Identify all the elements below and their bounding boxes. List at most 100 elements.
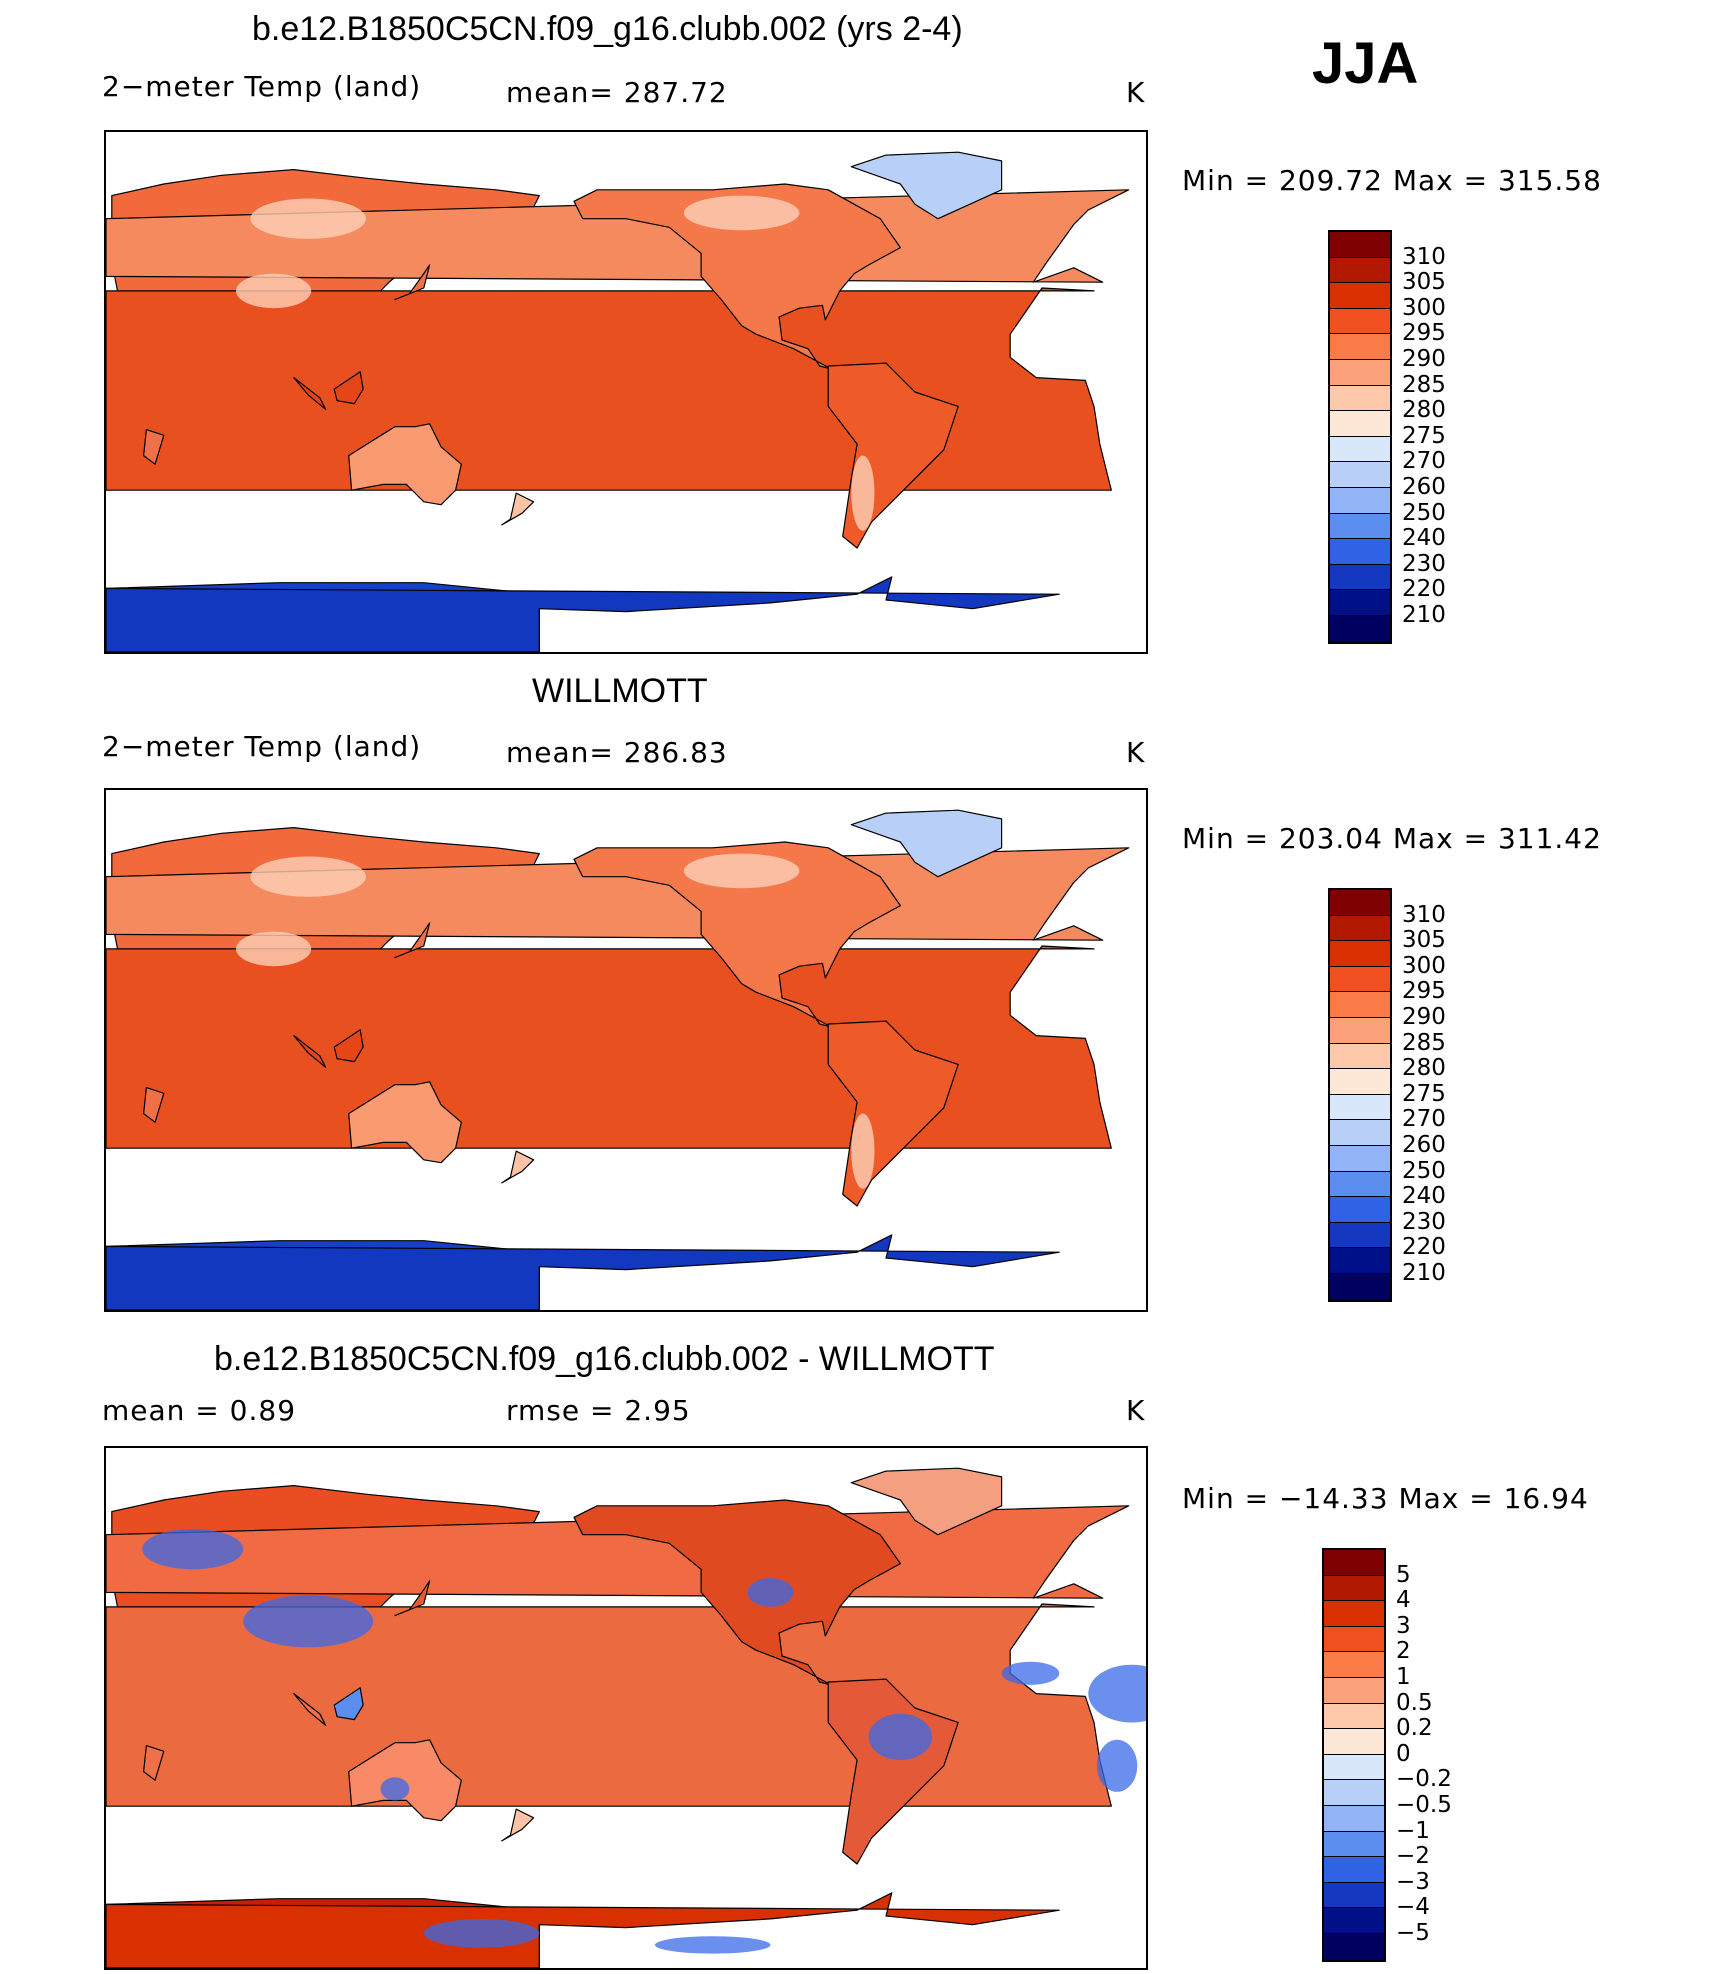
colorbar-swatch [1330, 539, 1390, 565]
map-obs-svg [106, 809, 1130, 1310]
colorbar-swatch [1330, 1069, 1390, 1095]
colorbar-swatch [1324, 1857, 1384, 1883]
colorbar-swatch [1324, 1908, 1384, 1934]
colorbar-swatch [1324, 1882, 1384, 1909]
colorbar-swatch [1330, 513, 1390, 540]
colorbar-swatch [1324, 1652, 1384, 1678]
colorbar-tick-label: 295 [1402, 978, 1446, 1005]
colorbar-tick-label: −1 [1396, 1817, 1430, 1844]
colorbar-tick-label: 295 [1402, 320, 1446, 347]
land-obs [106, 809, 1130, 1310]
landmass-afrwest [106, 287, 1112, 491]
cold-bias-region [1096, 1739, 1138, 1792]
colorbar-tick-label: 250 [1402, 1157, 1446, 1184]
colorbar-swatch [1324, 1601, 1384, 1627]
colorbar-swatch [1330, 462, 1390, 488]
landmass-nz [501, 1150, 535, 1184]
colorbar-swatch [1330, 1120, 1390, 1146]
colorbar-tick-label: 290 [1402, 1004, 1446, 1030]
colorbar-diff: 5 4 3 2 1 0.5 0.2 0 −0.2 −0.5 −1 −2 −3 −4 −5 [1322, 1548, 1452, 1962]
cool-region [236, 931, 312, 967]
colorbar-swatch [1324, 1626, 1384, 1653]
minmax-label-diff: Min = −14.33 Max = 16.94 [1182, 1482, 1589, 1515]
colorbar-swatch [1330, 1197, 1390, 1223]
colorbar-tick-label: 300 [1402, 952, 1446, 979]
cold-bias-region [1088, 1664, 1146, 1723]
colorbar-swatch [1330, 487, 1390, 514]
colorbar-swatch [1330, 1248, 1390, 1274]
colorbar-tick-label: 280 [1402, 1055, 1446, 1082]
cool-region [236, 273, 312, 309]
colorbar-swatch [1330, 1273, 1390, 1300]
colorbar-tick-label: 210 [1402, 602, 1446, 628]
colorbar-model: 310 305 300 295 290 285 280 275 270 260 250 240 230 2… [1328, 230, 1446, 644]
landmass-namer [573, 183, 901, 370]
colorbar-tick-label: 310 [1402, 901, 1446, 928]
map-model-svg [106, 151, 1130, 652]
colorbar-tick-label: 210 [1402, 1260, 1446, 1286]
landmass-madag [143, 429, 165, 465]
colorbar-tick-label: 285 [1402, 371, 1446, 398]
colorbar-swatch [1330, 308, 1390, 335]
colorbar-tick-label: 285 [1402, 1029, 1446, 1056]
landmass-green [850, 1467, 1003, 1536]
colorbar-tick-label: −4 [1396, 1894, 1430, 1921]
colorbar-tick-label: 260 [1402, 1132, 1446, 1158]
cold-bias-region [1001, 1661, 1060, 1685]
cold-bias-region [747, 1578, 794, 1607]
colorbar-swatch [1324, 1550, 1384, 1576]
colorbar-box [1328, 888, 1392, 1302]
colorbar-swatch [1330, 564, 1390, 591]
minmax-label-obs: Min = 203.04 Max = 311.42 [1182, 822, 1602, 855]
colorbar-tick-label: 1 [1396, 1664, 1411, 1690]
landmass-madag [143, 1087, 165, 1123]
colorbar-tick-label: 240 [1402, 1183, 1446, 1210]
colorbar-tick-label: 270 [1402, 448, 1446, 475]
colorbar-swatch [1330, 257, 1390, 284]
landmass-borneo [333, 1029, 364, 1063]
landmass-sumatra [293, 377, 327, 410]
cold-bias-region [380, 1777, 410, 1801]
colorbar-swatch [1330, 1222, 1390, 1249]
cold-bias-region [423, 1918, 540, 1948]
colorbar-tick-label: 230 [1402, 550, 1446, 577]
land-model [106, 151, 1130, 652]
colorbar-swatch [1330, 1171, 1390, 1198]
landmass-japan [394, 264, 431, 301]
colorbar-tick-label: 260 [1402, 474, 1446, 500]
colorbar-swatch [1330, 915, 1390, 942]
colorbar-tick-label: 305 [1402, 927, 1446, 954]
colorbar-tick-label: 220 [1402, 576, 1446, 603]
map-diff-svg [106, 1467, 1146, 1968]
colorbar-swatch [1330, 232, 1390, 258]
colorbar-swatch [1330, 1145, 1390, 1172]
colorbar-swatch [1324, 1575, 1384, 1602]
map-obs [104, 788, 1148, 1312]
colorbar-swatch [1324, 1933, 1384, 1960]
units-label-model: K [1126, 76, 1146, 109]
colorbar-swatch [1330, 1043, 1390, 1070]
landmass-nz [501, 1808, 535, 1842]
colorbar-swatch [1324, 1729, 1384, 1755]
colorbar-tick-label: 0.5 [1396, 1689, 1433, 1716]
cool-region [851, 1113, 875, 1189]
colorbar-tick-label: −5 [1396, 1920, 1430, 1946]
colorbar-box [1328, 230, 1392, 644]
colorbar-swatch [1330, 385, 1390, 412]
units-label-diff: K [1126, 1394, 1146, 1427]
colorbar-swatch [1330, 283, 1390, 309]
colorbar-swatch [1330, 941, 1390, 967]
colorbar-tick-label: 310 [1402, 243, 1446, 270]
landmass-madag [143, 1745, 165, 1781]
colorbar-tick-label: 300 [1402, 294, 1446, 321]
cool-region [683, 195, 800, 231]
colorbar-tick-label: 3 [1396, 1612, 1411, 1639]
cool-region [250, 856, 366, 897]
colorbar-swatch [1330, 890, 1390, 916]
mean-label-diff: mean = 0.89 [102, 1394, 297, 1427]
landmass-aust [348, 1739, 462, 1822]
colorbar-swatch [1324, 1805, 1384, 1832]
cool-region [683, 853, 800, 889]
landmass-ant2 [106, 1234, 1060, 1310]
colorbar-tick-label: −2 [1396, 1843, 1430, 1870]
